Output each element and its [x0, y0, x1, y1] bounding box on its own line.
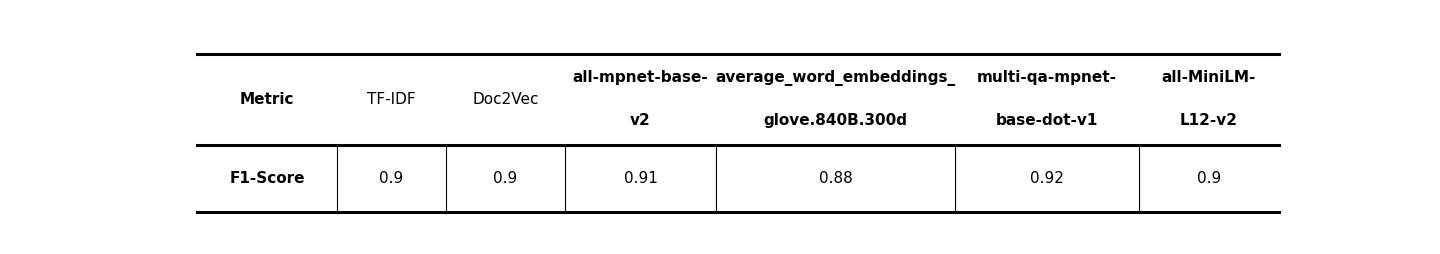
Text: TF-IDF: TF-IDF — [367, 92, 416, 107]
Text: 0.92: 0.92 — [1030, 171, 1064, 186]
Text: base-dot-v1: base-dot-v1 — [995, 114, 1097, 129]
Text: 0.9: 0.9 — [1197, 171, 1221, 186]
Text: all-mpnet-base-: all-mpnet-base- — [573, 70, 708, 85]
Text: Doc2Vec: Doc2Vec — [472, 92, 539, 107]
Text: multi-qa-mpnet-: multi-qa-mpnet- — [976, 70, 1116, 85]
Text: all-MiniLM-: all-MiniLM- — [1162, 70, 1256, 85]
Text: Metric: Metric — [240, 92, 294, 107]
Text: average_word_embeddings_: average_word_embeddings_ — [716, 70, 956, 86]
Text: v2: v2 — [631, 114, 651, 129]
Text: glove.840B.300d: glove.840B.300d — [763, 114, 907, 129]
Text: F1-Score: F1-Score — [229, 171, 305, 186]
Text: 0.91: 0.91 — [624, 171, 658, 186]
Text: 0.9: 0.9 — [492, 171, 517, 186]
Text: L12-v2: L12-v2 — [1179, 114, 1238, 129]
Text: 0.9: 0.9 — [380, 171, 403, 186]
Text: 0.88: 0.88 — [818, 171, 852, 186]
